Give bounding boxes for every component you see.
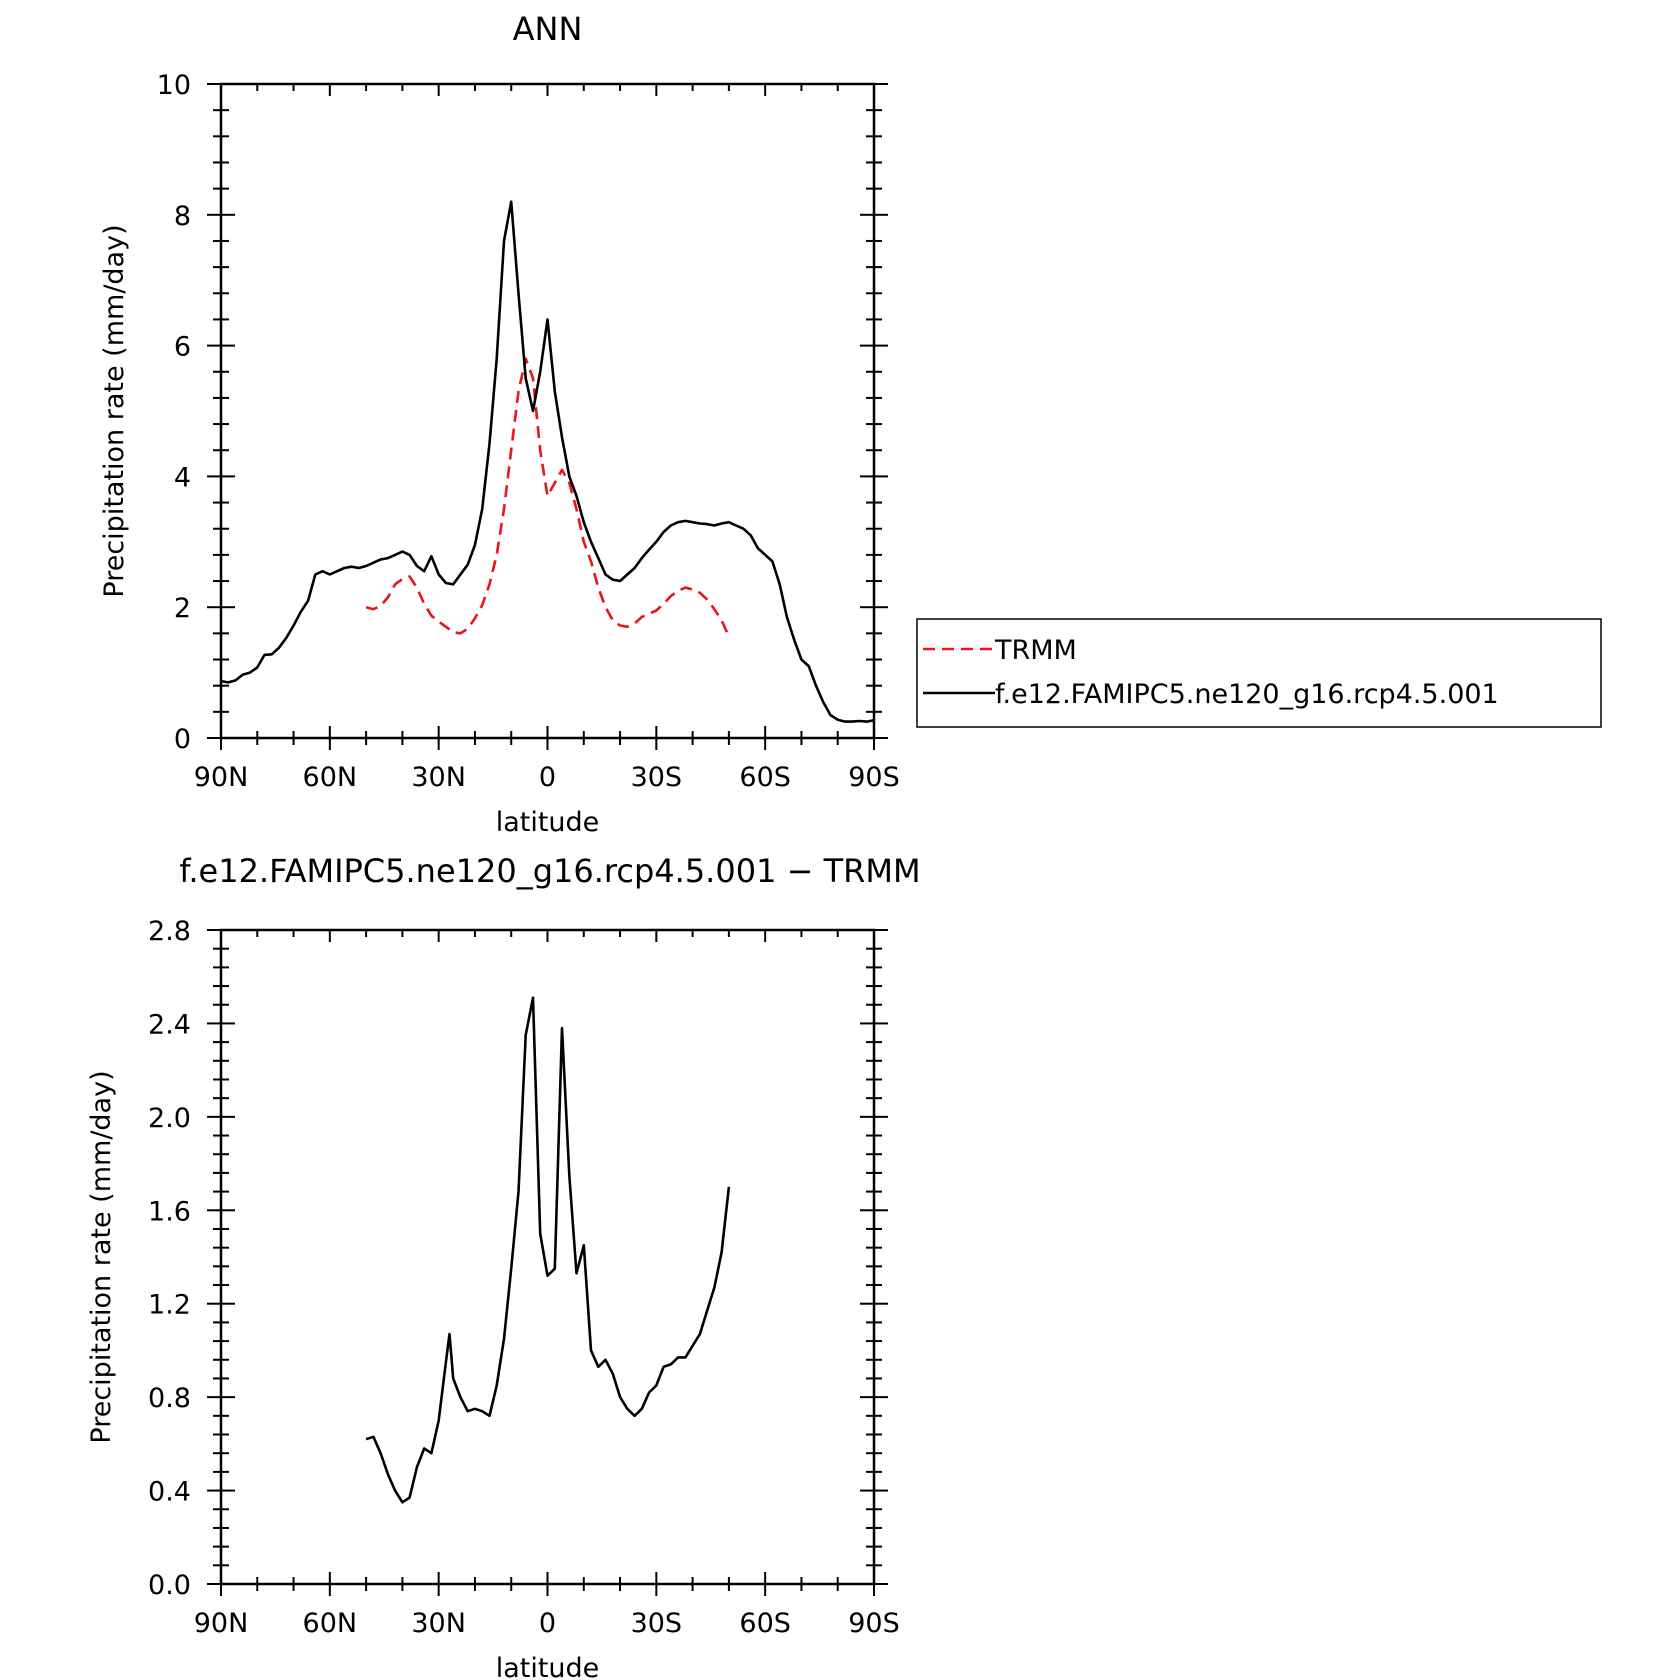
y-tick-label: 1.2 [148,1290,191,1321]
legend: TRMM f.e12.FAMIPC5.ne120_g16.rcp4.5.001 [916,618,1602,728]
y-tick-label: 4 [174,462,191,493]
plot-frame [219,82,876,740]
series-line-trmm [365,357,731,638]
difference-chart-panel: f.e12.FAMIPC5.ne120_g16.rcp4.5.001 − TRM… [86,852,921,1680]
y-tick-label: 0.8 [148,1383,191,1414]
series-line-difference [365,996,731,1504]
legend-box [916,618,1602,728]
plot-frame [219,928,876,1586]
x-tick-label: 30N [411,1608,466,1639]
series-line-model [220,200,875,723]
y-tick-label: 2 [174,593,191,624]
x-tick-label: 0 [539,762,556,793]
x-axis-label: latitude [496,807,600,838]
x-tick-label: 0 [539,1608,556,1639]
chart-title: f.e12.FAMIPC5.ne120_g16.rcp4.5.001 − TRM… [179,852,920,890]
y-tick-label: 2.4 [148,1009,191,1040]
y-tick-label: 8 [174,201,191,232]
x-tick-label: 30S [631,762,683,793]
y-axis-label: Precipitation rate (mm/day) [99,224,130,597]
y-tick-label: 0 [174,724,191,755]
x-tick-label: 30N [411,762,466,793]
y-tick-label: 2.8 [148,916,191,947]
top-chart-panel: ANN 90N 60N 30N 0 30S 60S 90S 0 2 4 6 8 10 latitude Pre… [99,10,1602,838]
y-tick-label: 2.0 [148,1103,191,1134]
x-tick-label: 60S [739,762,791,793]
y-axis-label: Precipitation rate (mm/day) [86,1070,117,1443]
chart-title: ANN [513,10,583,48]
y-tick-label: 6 [174,332,191,363]
x-tick-label: 90S [848,1608,900,1639]
x-tick-label: 60N [303,762,358,793]
x-axis-label: latitude [496,1653,600,1680]
legend-label: f.e12.FAMIPC5.ne120_g16.rcp4.5.001 [995,679,1499,710]
y-tick-label: 1.6 [148,1196,191,1227]
x-tick-label: 30S [631,1608,683,1639]
x-tick-label: 90N [194,762,249,793]
x-tick-label: 90N [194,1608,249,1639]
y-tick-label: 0.0 [148,1570,191,1601]
legend-label: TRMM [994,635,1077,666]
x-tick-label: 60N [303,1608,358,1639]
x-tick-label: 60S [739,1608,791,1639]
y-tick-label: 10 [157,70,191,101]
y-tick-label: 0.4 [148,1477,191,1508]
x-tick-label: 90S [848,762,900,793]
